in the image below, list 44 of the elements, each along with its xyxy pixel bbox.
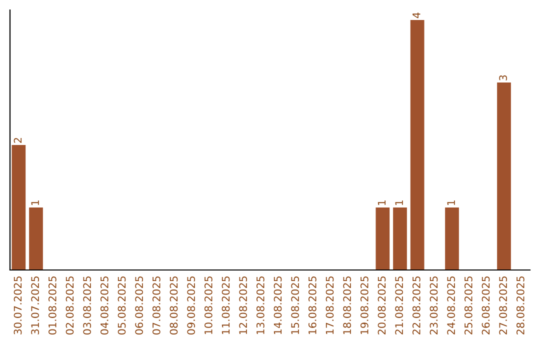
x-tick-label: 24.08.2025 bbox=[447, 276, 456, 334]
x-tick-label: 30.07.2025 bbox=[14, 276, 22, 334]
x-tick-label: 06.08.2025 bbox=[135, 276, 144, 335]
x-tick-label: 07.08.2025 bbox=[152, 276, 160, 335]
data-label: 4 bbox=[412, 12, 420, 18]
data-label: 3 bbox=[499, 75, 508, 80]
x-tick-label: 02.08.2025 bbox=[66, 276, 74, 335]
x-tick-label: 10.08.2025 bbox=[204, 276, 212, 334]
bar bbox=[12, 145, 26, 270]
x-tick-label: 08.08.2025 bbox=[170, 276, 178, 335]
data-label: 1 bbox=[395, 200, 403, 205]
bar bbox=[445, 208, 459, 270]
data-label: 1 bbox=[447, 200, 455, 205]
x-tick-label: 18.08.2025 bbox=[343, 276, 352, 334]
x-tick-label: 28.08.2025 bbox=[516, 276, 524, 334]
x-tick-label: 13.08.2025 bbox=[256, 276, 264, 334]
x-tick-label: 27.08.2025 bbox=[499, 276, 508, 334]
x-tick-label: 03.08.2025 bbox=[83, 276, 92, 335]
bar bbox=[410, 20, 424, 270]
bar bbox=[29, 208, 43, 270]
bar bbox=[497, 82, 511, 270]
x-tick-label: 20.08.2025 bbox=[378, 276, 386, 334]
data-label: 1 bbox=[31, 200, 39, 205]
x-tick-label: 09.08.2025 bbox=[187, 276, 196, 335]
bar bbox=[376, 208, 390, 270]
x-tick-label: 05.08.2025 bbox=[118, 276, 126, 335]
data-label: 1 bbox=[378, 200, 386, 205]
x-tick-label: 21.08.2025 bbox=[395, 276, 404, 334]
x-tick-label: 11.08.2025 bbox=[222, 276, 230, 334]
data-label: 2 bbox=[14, 138, 22, 143]
x-tick-label: 12.08.2025 bbox=[239, 276, 248, 334]
x-tick-label: 17.08.2025 bbox=[326, 276, 334, 334]
x-tick-label: 22.08.2025 bbox=[412, 276, 420, 334]
x-tick-label: 14.08.2025 bbox=[274, 276, 282, 334]
x-tick-label: 23.08.2025 bbox=[430, 276, 438, 334]
x-tick-label: 16.08.2025 bbox=[308, 276, 316, 334]
x-tick-label: 31.07.2025 bbox=[31, 276, 40, 334]
x-tick-label: 01.08.2025 bbox=[48, 276, 56, 335]
bar bbox=[393, 208, 407, 270]
x-tick-label: 04.08.2025 bbox=[100, 276, 108, 335]
x-tick-label: 26.08.2025 bbox=[482, 276, 490, 334]
x-tick-label: 19.08.2025 bbox=[360, 276, 368, 334]
x-tick-label: 25.08.2025 bbox=[464, 276, 472, 334]
x-tick-label: 15.08.2025 bbox=[291, 276, 300, 334]
